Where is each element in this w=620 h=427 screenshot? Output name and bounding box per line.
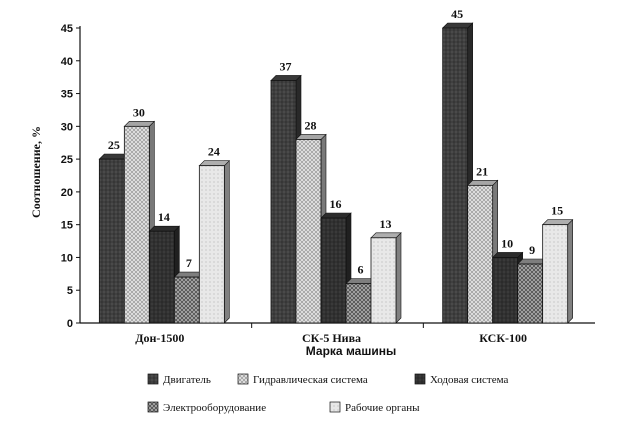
legend-label: Рабочие органы <box>345 402 420 414</box>
data-label: 6 <box>358 263 364 277</box>
y-axis-title: Соотношение, % <box>29 126 43 218</box>
y-tick-label: 20 <box>61 187 73 199</box>
legend-item: Ходовая система <box>414 373 508 386</box>
data-label: 25 <box>108 138 120 152</box>
legend-swatch <box>414 373 426 385</box>
x-axis-title: Марка машины <box>306 344 396 358</box>
legend: Двигатель Гидравлическая система Ходовая с… <box>147 373 508 414</box>
data-label: 10 <box>501 236 513 250</box>
data-label: 7 <box>186 256 192 270</box>
legend-label: Двигатель <box>163 374 211 386</box>
legend-swatch <box>237 373 249 385</box>
legend-swatch <box>147 373 159 385</box>
legend-item: Двигатель <box>147 373 211 386</box>
y-tick-label: 15 <box>61 220 73 232</box>
data-label: 30 <box>133 105 145 119</box>
data-label: 9 <box>529 243 535 257</box>
data-label: 24 <box>208 145 220 159</box>
bar <box>198 159 231 324</box>
y-tick-label: 35 <box>61 89 73 101</box>
legend-item: Электрооборудование <box>147 401 266 414</box>
data-label: 28 <box>305 118 317 132</box>
y-tick-label: 0 <box>67 318 73 330</box>
data-label: 13 <box>380 217 392 231</box>
y-tick-label: 30 <box>61 121 73 133</box>
legend-item: Гидравлическая система <box>237 373 368 386</box>
legend-swatch <box>147 401 159 413</box>
data-label: 14 <box>158 210 170 224</box>
bar <box>541 218 574 324</box>
y-tick-label: 45 <box>61 23 73 35</box>
y-tick-label: 10 <box>61 252 73 264</box>
x-tick-label: КСК-100 <box>479 331 527 345</box>
bar <box>370 232 402 324</box>
data-label: 15 <box>551 204 563 218</box>
data-label: 37 <box>280 59 292 73</box>
legend-label: Гидравлическая система <box>253 374 368 386</box>
y-tick-label: 25 <box>61 154 73 166</box>
data-label: 16 <box>330 197 342 211</box>
legend-swatch <box>329 401 341 413</box>
legend-label: Электрооборудование <box>163 402 266 414</box>
x-tick-label: СК-5 Нива <box>302 331 361 345</box>
data-label: 45 <box>451 7 463 21</box>
data-labels: 25 30 14 7 24 37 28 16 6 13 45 21 10 9 15 <box>108 7 563 277</box>
y-tick-label: 5 <box>67 285 73 297</box>
data-label: 21 <box>476 164 488 178</box>
legend-item: Рабочие органы <box>329 401 420 414</box>
legend-label: Ходовая система <box>430 374 508 386</box>
x-tick-label: Дон-1500 <box>135 331 184 345</box>
y-tick-label: 40 <box>61 56 73 68</box>
bars <box>98 22 574 324</box>
